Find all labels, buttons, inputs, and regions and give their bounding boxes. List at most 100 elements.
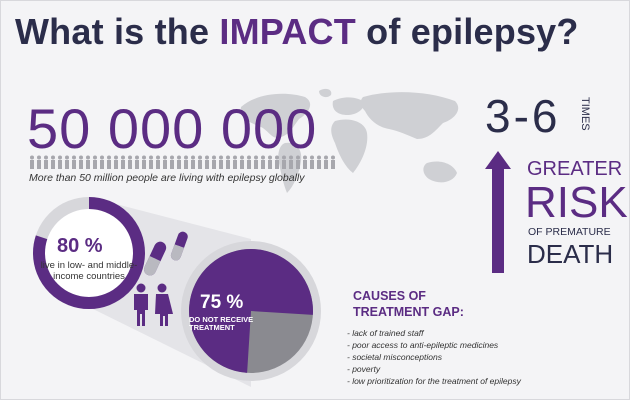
person-icon-body: [226, 160, 230, 169]
person-icon-body: [142, 160, 146, 169]
person-icon-head: [58, 155, 62, 160]
person-icon-head: [268, 155, 272, 160]
treatment-gap-graphic: [33, 197, 321, 387]
list-item: - lack of trained staff: [347, 328, 424, 338]
death-label: DEATH: [527, 239, 614, 269]
person-icon-head: [30, 155, 34, 160]
person-icon-head: [317, 155, 321, 160]
person-icon-body: [198, 160, 202, 169]
person-icon-body: [100, 160, 104, 169]
person-icon-body: [317, 160, 321, 169]
person-icon-body: [240, 160, 244, 169]
person-icon-body: [233, 160, 237, 169]
person-icon-body: [296, 160, 300, 169]
list-item: - poor access to anti-epileptic medicine…: [347, 339, 499, 350]
person-icon-body: [44, 160, 48, 169]
person-icon-body: [121, 160, 125, 169]
no-treatment-percent: 75 %: [200, 292, 244, 313]
person-icon-body: [72, 160, 76, 169]
person-icon-body: [261, 160, 265, 169]
person-icon-head: [289, 155, 293, 160]
person-icon-head: [205, 155, 209, 160]
person-icon-head: [219, 155, 223, 160]
person-icon-head: [44, 155, 48, 160]
person-icon-head: [324, 155, 328, 160]
person-icon-head: [51, 155, 55, 160]
person-icon-body: [331, 160, 335, 169]
greater-label: GREATER: [527, 158, 623, 180]
title-prefix: What is the: [15, 11, 220, 52]
person-icon-body: [114, 160, 118, 169]
person-icon-head: [128, 155, 132, 160]
person-icon-body: [58, 160, 62, 169]
up-arrow-icon: [485, 151, 511, 273]
pills-icon: [144, 231, 188, 276]
person-icon-head: [163, 155, 167, 160]
person-icon-head: [114, 155, 118, 160]
person-icon-head: [100, 155, 104, 160]
world-map-graphic: [240, 88, 459, 193]
person-icon-body: [128, 160, 132, 169]
person-icon-head: [198, 155, 202, 160]
no-treatment-label-line2: TREATMENT: [189, 323, 235, 333]
person-icon-body: [191, 160, 195, 169]
person-icon-head: [142, 155, 146, 160]
pie-75-slice: [188, 249, 313, 373]
people-figures-icon: [134, 283, 173, 326]
person-icon-body: [282, 160, 286, 169]
list-item: - societal misconceptions: [347, 351, 442, 362]
person-icon-head: [247, 155, 251, 160]
person-icon-head: [79, 155, 83, 160]
person-icon-body: [79, 160, 83, 169]
person-icon-body: [86, 160, 90, 169]
person-icon-head: [310, 155, 314, 160]
person-icon-body: [156, 160, 160, 169]
causes-heading-line1: CAUSES OF: [353, 289, 426, 303]
list-item: - poverty: [347, 363, 381, 374]
person-icon-head: [107, 155, 111, 160]
person-icon-body: [268, 160, 272, 169]
person-icon-head: [37, 155, 41, 160]
person-icon-head: [296, 155, 300, 160]
people-icon-row: [30, 155, 335, 169]
no-treatment-label: DO NOT RECEIVE TREATMENT: [189, 315, 259, 333]
person-icon-head: [191, 155, 195, 160]
person-icon-body: [177, 160, 181, 169]
premature-label: OF PREMATURE: [528, 226, 611, 238]
person-icon-head: [261, 155, 265, 160]
person-icon-head: [303, 155, 307, 160]
risk-multiplier: 3-6: [485, 90, 561, 142]
person-icon-body: [135, 160, 139, 169]
person-icon-head: [177, 155, 181, 160]
causes-list: - lack of trained staff - poor access to…: [347, 328, 521, 387]
person-icon-head: [170, 155, 174, 160]
person-icon-head: [233, 155, 237, 160]
person-icon-body: [247, 160, 251, 169]
person-icon-head: [93, 155, 97, 160]
causes-heading-line2: TREATMENT GAP:: [353, 304, 464, 319]
person-icon-body: [324, 160, 328, 169]
person-icon-body: [184, 160, 188, 169]
ring-80-fill: [33, 197, 145, 309]
person-icon-head: [65, 155, 69, 160]
person-icon-head: [86, 155, 90, 160]
person-icon-body: [30, 160, 34, 169]
list-item: - low prioritization for the treatment o…: [347, 375, 521, 386]
person-icon-body: [289, 160, 293, 169]
person-icon-body: [303, 160, 307, 169]
no-treatment-label-line1: DO NOT RECEIVE: [189, 315, 254, 324]
risk-label: RISK: [525, 178, 628, 227]
causes-heading: CAUSES OF TREATMENT GAP:: [353, 289, 464, 320]
person-icon-head: [212, 155, 216, 160]
title-suffix: of epilepsy?: [355, 11, 579, 52]
person-icon-body: [65, 160, 69, 169]
person-icon-body: [310, 160, 314, 169]
person-icon-body: [93, 160, 97, 169]
person-icon-head: [149, 155, 153, 160]
low-income-label: live in low- and middle-income countries: [40, 260, 138, 282]
person-icon-body: [37, 160, 41, 169]
person-icon-body: [163, 160, 167, 169]
person-icon-head: [184, 155, 188, 160]
low-income-percent: 80 %: [57, 235, 103, 257]
